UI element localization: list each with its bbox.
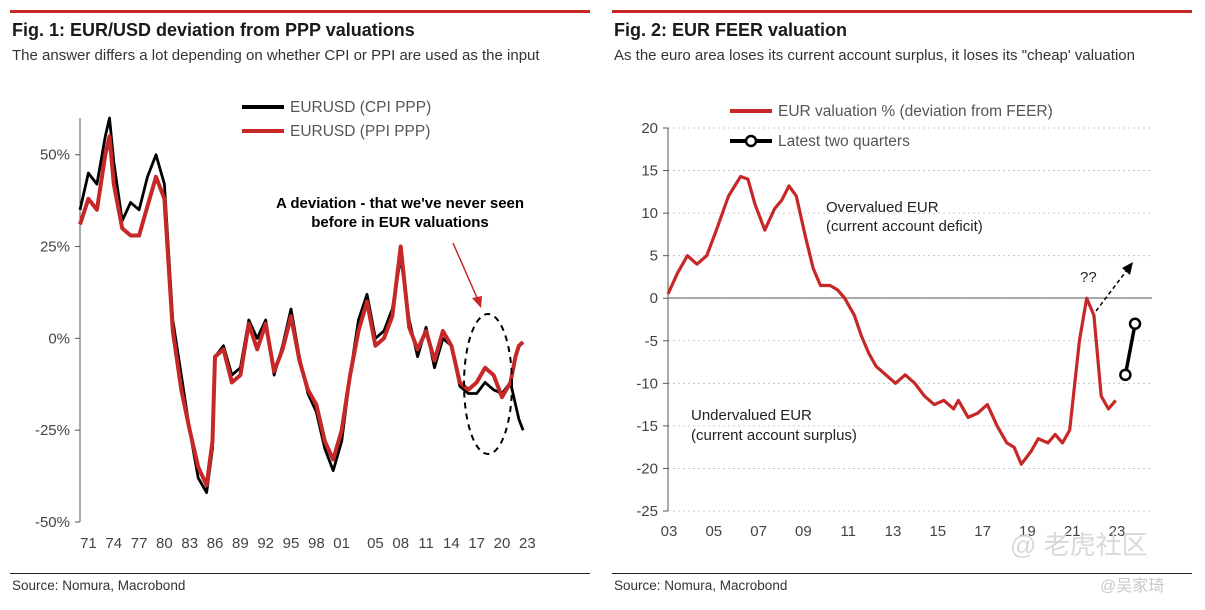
y-tick-label: -15: [636, 418, 658, 435]
figure-1-title: Fig. 1: EUR/USD deviation from PPP valua…: [12, 20, 415, 40]
y-tick-label: 25%: [40, 239, 70, 256]
y-tick-label: -50%: [35, 514, 70, 531]
legend-label: EURUSD (CPI PPP): [290, 99, 431, 116]
legend: EUR valuation % (deviation from FEER) Lat…: [730, 103, 1053, 150]
x-tick-label: 07: [750, 523, 767, 540]
bottom-rule: [612, 573, 1192, 574]
legend-label: EUR valuation % (deviation from FEER): [778, 103, 1053, 120]
top-rule: [612, 10, 1192, 13]
x-tick-label: 71: [80, 535, 97, 552]
annotation-arrowhead: [472, 296, 482, 308]
y-tick-label: 0%: [48, 330, 70, 347]
y-tick-label: 50%: [40, 147, 70, 164]
x-tick-label: 83: [181, 535, 198, 552]
y-tick-label: -5: [645, 333, 658, 350]
y-tick-label: 0: [650, 290, 658, 307]
series-point: [1119, 368, 1132, 382]
overvalued-label: Overvalued EUR: [826, 199, 939, 216]
x-tick-label: 92: [257, 535, 274, 552]
figure-1-source: Source: Nomura, Macrobond: [12, 578, 186, 593]
y-tick-label: -10: [636, 375, 658, 392]
x-tick-label: 23: [1109, 523, 1126, 540]
series-line-2: [1123, 323, 1137, 376]
figure-1-subtitle: The answer differs a lot depending on wh…: [12, 47, 540, 64]
question-marks: ??: [1080, 269, 1097, 286]
watermark-logo-text: @ 老虎社区: [1010, 530, 1148, 560]
y-tick-label: -25: [636, 503, 658, 520]
figure-2-panel: Fig. 2: EUR FEER valuation As the euro a…: [612, 0, 1192, 610]
x-tick-label: 86: [207, 535, 224, 552]
x-tick-label: 20: [494, 535, 511, 552]
figure-2-source: Source: Nomura, Macrobond: [614, 578, 788, 593]
y-tick-label: 10: [641, 205, 658, 222]
x-tick-label: 09: [795, 523, 812, 540]
x-tick-label: 08: [392, 535, 409, 552]
legend-marker: [744, 134, 758, 148]
series-line-2: [78, 134, 525, 488]
undervalued-label: Undervalued EUR: [691, 407, 812, 424]
top-rule: [10, 10, 590, 13]
x-tick-label: 01: [333, 535, 350, 552]
bottom-rule: [10, 573, 590, 574]
x-tick-label: 14: [443, 535, 460, 552]
watermark-author: @吴家琦: [1100, 578, 1165, 595]
legend-label: Latest two quarters: [778, 133, 910, 150]
projection-arrow: [1095, 269, 1128, 312]
x-tick-label: 17: [974, 523, 991, 540]
figure-2-subtitle: As the euro area loses its current accou…: [614, 47, 1135, 64]
x-tick-label: 80: [156, 535, 173, 552]
series-line-1: [78, 116, 525, 495]
figure-2-chart: 20 15 10 5 0 -5 -10 -15 -20 -25 03 05 07 09 11 13 15 17 1…: [636, 103, 1152, 540]
y-tick-label: 20: [641, 120, 658, 137]
x-tick-label: 98: [308, 535, 325, 552]
x-tick-label: 19: [1019, 523, 1036, 540]
x-tick-label: 03: [661, 523, 678, 540]
y-tick-label: 5: [650, 248, 658, 265]
figure-1-chart: 50% 25% 0% -25% -50% 71 74 77 80 83 86 89 92 95 98 01 0…: [35, 99, 536, 552]
overvalued-sublabel: (current account deficit): [826, 218, 983, 235]
x-tick-label: 77: [131, 535, 148, 552]
y-tick-label: 15: [641, 163, 658, 180]
x-tick-label: 74: [105, 535, 122, 552]
x-tick-label: 21: [1064, 523, 1081, 540]
x-tick-label: 17: [468, 535, 485, 552]
x-tick-label: 13: [885, 523, 902, 540]
projection-arrowhead: [1122, 262, 1133, 275]
series-point: [1128, 317, 1142, 331]
annotation-line-2: before in EUR valuations: [311, 214, 489, 231]
x-tick-label: 11: [418, 535, 434, 552]
y-tick-label: -20: [636, 460, 658, 477]
x-tick-label: 05: [367, 535, 384, 552]
x-tick-label: 89: [232, 535, 249, 552]
figure-2-title: Fig. 2: EUR FEER valuation: [614, 20, 848, 40]
x-tick-label: 11: [840, 523, 856, 540]
series-line-1: [666, 174, 1117, 466]
figure-1-panel: Fig. 1: EUR/USD deviation from PPP valua…: [10, 0, 590, 610]
x-tick-label: 95: [283, 535, 300, 552]
x-tick-label: 23: [519, 535, 536, 552]
highlight-ellipse: [463, 313, 513, 455]
legend: EURUSD (CPI PPP) EURUSD (PPI PPP): [242, 99, 431, 140]
y-tick-label: -25%: [35, 422, 70, 439]
x-tick-label: 15: [929, 523, 946, 540]
annotation-line-1: A deviation - that we've never seen: [276, 195, 524, 212]
legend-label: EURUSD (PPI PPP): [290, 123, 430, 140]
x-tick-label: 05: [705, 523, 722, 540]
annotation-arrow: [452, 242, 479, 301]
undervalued-sublabel: (current account surplus): [691, 427, 857, 444]
